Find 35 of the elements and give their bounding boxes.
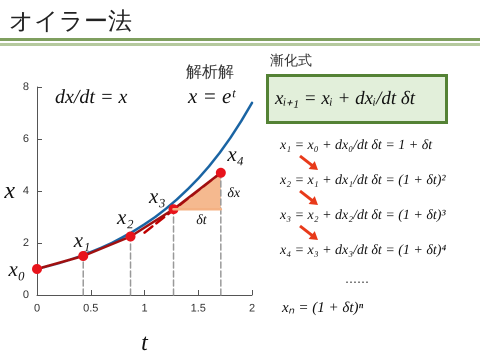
annotation: δt xyxy=(196,213,207,230)
y-axis-title: x xyxy=(3,178,16,204)
x-tick-label: 0 xyxy=(34,302,40,314)
annotation: x₃ xyxy=(149,184,166,209)
x-tick-label: 2 xyxy=(248,302,256,314)
point xyxy=(126,232,136,242)
y-tick-label: 8 xyxy=(22,81,29,93)
y-tick-label: 0 xyxy=(22,289,29,301)
annotation: x₀ xyxy=(8,256,26,282)
text: x₂ = x₁ + dx₁/dt δt = (1 + δt)² xyxy=(280,173,446,189)
annotation: x = eᵗ xyxy=(188,84,235,109)
point xyxy=(32,264,42,274)
annotation: x₁ xyxy=(74,228,90,252)
x-tick-label: 0.5 xyxy=(83,302,98,314)
chart-title: オイラー法 xyxy=(9,7,132,35)
x-tick-label: 1 xyxy=(141,302,148,314)
text: …… xyxy=(345,272,369,286)
annotation: δx xyxy=(227,186,240,202)
text: xₙ = (1 + δt)ⁿ xyxy=(282,299,364,317)
point xyxy=(216,168,226,178)
annotation: dx/dt = x xyxy=(55,86,128,109)
point xyxy=(78,251,88,261)
y-tick-label: 6 xyxy=(22,133,29,145)
text: xᵢ₊₁ = xᵢ + dxᵢ/dt δt xyxy=(266,74,448,124)
text: x₁ = x₀ + dx₀/dt δt = 1 + δt xyxy=(280,138,432,154)
text: 解析解 xyxy=(186,62,234,83)
text: x₄ = x₃ + dx₃/dt δt = (1 + δt)⁴ xyxy=(280,243,446,259)
y-tick-label: 2 xyxy=(22,237,29,249)
annotation: x₄ xyxy=(227,142,244,168)
x-axis-title: t xyxy=(141,330,150,356)
y-tick-label: 4 xyxy=(22,185,29,197)
x-tick-label: 1.5 xyxy=(190,302,206,314)
text: 漸化式 xyxy=(270,52,312,70)
text: x₃ = x₂ + dx₂/dt δt = (1 + δt)³ xyxy=(280,208,446,224)
annotation: x₂ xyxy=(117,205,134,230)
